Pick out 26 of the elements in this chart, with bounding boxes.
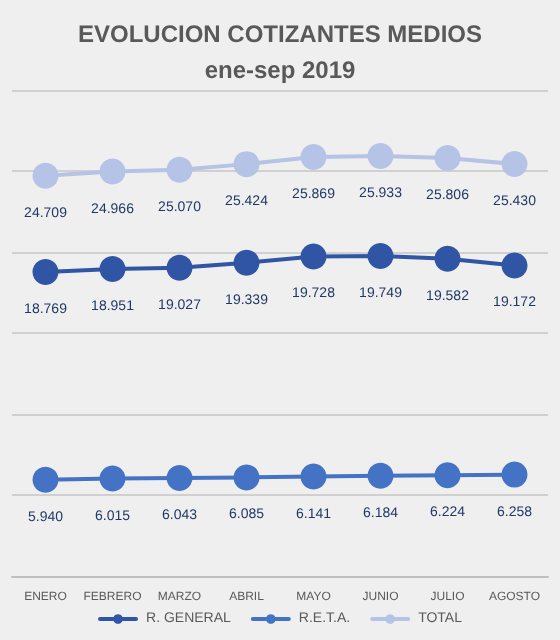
chart-title: EVOLUCION COTIZANTES MEDIOS [77, 20, 483, 48]
point [32, 466, 59, 493]
point [166, 465, 193, 492]
point [367, 142, 394, 169]
point [434, 144, 461, 171]
point [434, 462, 461, 489]
point [32, 162, 59, 189]
point [501, 252, 528, 279]
point [434, 245, 461, 272]
point [99, 465, 126, 492]
point [367, 243, 394, 270]
point [300, 463, 327, 490]
point [300, 243, 327, 270]
point [233, 249, 260, 276]
point [166, 254, 193, 281]
point [233, 151, 260, 178]
point [99, 256, 126, 282]
chart-subtitle: ene-sep 2019 [204, 56, 357, 84]
point [233, 464, 260, 491]
point [501, 151, 528, 178]
point [367, 462, 394, 489]
point [300, 143, 327, 170]
point [166, 156, 193, 183]
point [32, 258, 59, 285]
point [99, 158, 126, 185]
point [501, 461, 528, 488]
